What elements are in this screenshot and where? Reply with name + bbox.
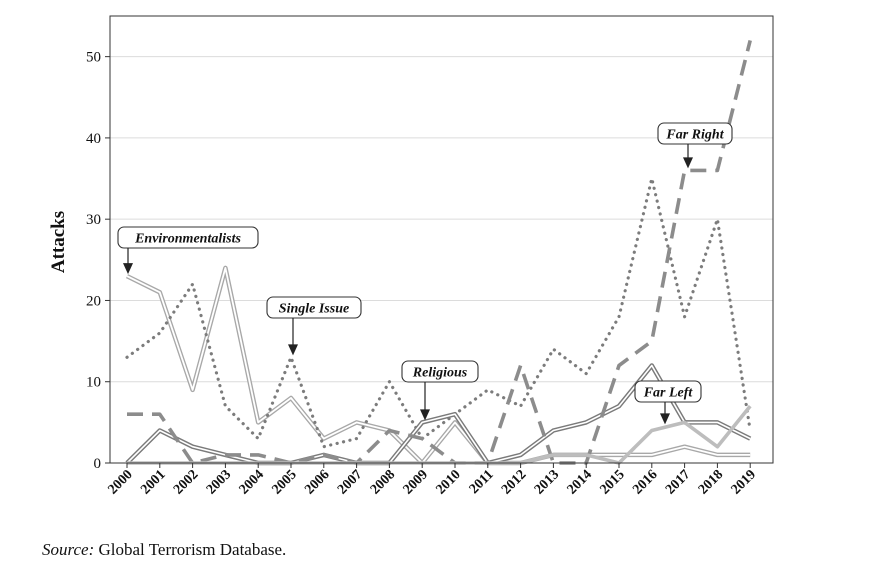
source-note: Source: Global Terrorism Database. (42, 540, 286, 560)
x-tick-label: 2015 (597, 467, 627, 497)
x-tick-label: 2009 (401, 467, 431, 497)
y-tick-label: 0 (94, 456, 102, 472)
y-tick-label: 10 (86, 375, 101, 391)
y-tick-label: 50 (86, 50, 101, 66)
x-tick-label: 2012 (499, 467, 529, 497)
y-tick-label: 30 (86, 212, 101, 228)
annotation-arrow-head (660, 413, 670, 425)
x-tick-label: 2003 (204, 467, 234, 497)
series-line-single-issue (125, 176, 752, 449)
source-text: Global Terrorism Database. (98, 540, 287, 559)
x-tick-label: 2010 (433, 467, 463, 497)
x-tick-label: 2000 (105, 467, 135, 497)
annotation-label: Far Left (643, 386, 694, 401)
annotation-far-right: Far Right (657, 122, 733, 169)
x-tick-label: 2004 (237, 467, 267, 497)
annotation-arrow-head (288, 344, 298, 356)
annotation-box (401, 360, 479, 383)
annotations: Environmentalists Single Issue Religious Fa… (117, 122, 733, 425)
source-label: Source: (42, 540, 95, 559)
x-tick-label: 2011 (467, 467, 497, 497)
y-tick-label: 20 (86, 293, 101, 309)
annotation-arrow-head (683, 157, 693, 169)
annotation-single-issue: Single Issue (266, 296, 362, 356)
series-line-environmentalists (126, 267, 751, 464)
x-tick-label: 2001 (138, 467, 168, 497)
annotation-religious: Religious (401, 360, 479, 421)
annotation-box (634, 380, 702, 403)
plot-frame (109, 15, 774, 464)
x-tick-label: 2008 (368, 467, 398, 497)
annotation-label: Single Issue (279, 302, 349, 317)
x-tick-label: 2014 (565, 467, 595, 497)
annotation-label: Religious (412, 366, 468, 381)
x-tick-label: 2016 (630, 467, 660, 497)
annotation-arrow-head (420, 409, 430, 421)
annotation-far-left: Far Left (634, 380, 702, 425)
x-tick-label: 2018 (696, 467, 726, 497)
x-tick-label: 2007 (335, 467, 365, 497)
x-tick-label: 2006 (302, 467, 332, 497)
annotation-box (266, 296, 362, 319)
x-tick-label: 2005 (269, 467, 299, 497)
x-tick-label: 2002 (171, 467, 201, 497)
annotation-box (657, 122, 733, 145)
x-tick-label: 2013 (532, 467, 562, 497)
x-tick-label: 2017 (663, 467, 693, 497)
annotation-environmentalists: Environmentalists (117, 226, 259, 275)
annotation-box (117, 226, 259, 249)
series-line-far-right (127, 39, 752, 465)
x-tick-label: 2019 (729, 467, 759, 497)
y-tick-label: 40 (86, 131, 101, 147)
annotation-arrow-head (123, 263, 133, 275)
annotation-label: Environmentalists (134, 232, 241, 247)
annotation-label: Far Right (665, 128, 724, 143)
y-axis-label: Attacks (48, 211, 69, 273)
